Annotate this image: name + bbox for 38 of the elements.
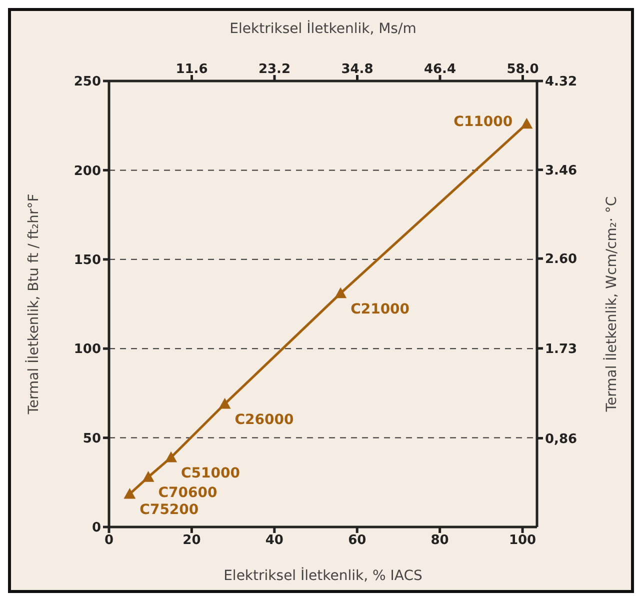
annotation: C26000 [234,412,294,428]
y2-tick-label: 1.73 [545,342,578,358]
x2-tick-label: 58.0 [506,62,539,77]
point [124,488,136,499]
annotation: C21000 [350,301,410,318]
y-tick-label: 250 [74,74,101,90]
x2-axis-title: Elektriksel İletkenlik, Ms/m [230,20,416,37]
annotation: C75200 [140,502,199,518]
y2-tick-label: 3.46 [545,163,578,178]
annotation: C51000 [181,465,240,482]
y-tick-label: 50 [82,431,101,446]
x2-tick-label: 11.6 [176,62,208,77]
point [142,471,154,482]
x2-tick-label: 34.8 [341,62,374,77]
x2-tick-label: 23.2 [258,62,291,77]
annotation: C11000 [454,114,513,130]
y2-tick-label: 4.32 [545,74,578,90]
y2-tick-label: 0,86 [545,432,578,447]
y-tick-label: 0 [92,520,101,536]
y2-axis-title: Termal İletkenlik, Wcm/cm₂· °C [602,196,620,413]
x-tick-label: 40 [265,533,284,548]
y-axis-title: Termal İletkenlik, Btu ft / ft₂hr°F [24,194,42,416]
y2-tick-label: 2.60 [545,252,578,268]
annotation: C70600 [158,485,218,502]
point [334,287,347,298]
point [218,398,231,409]
point [165,451,178,462]
y-tick-label: 200 [74,164,101,179]
y-tick-label: 150 [74,253,101,268]
x-tick-label: 80 [430,533,449,548]
x-tick-label: 0 [104,533,114,548]
x-axis-title: Elektriksel İletkenlik, % IACS [224,567,423,584]
y-tick-label: 100 [74,342,101,358]
x-tick-label: 60 [348,533,366,548]
x2-tick-label: 46.4 [424,62,456,77]
point [520,118,533,129]
x-tick-label: 100 [508,533,536,548]
x-tick-label: 20 [182,533,201,548]
